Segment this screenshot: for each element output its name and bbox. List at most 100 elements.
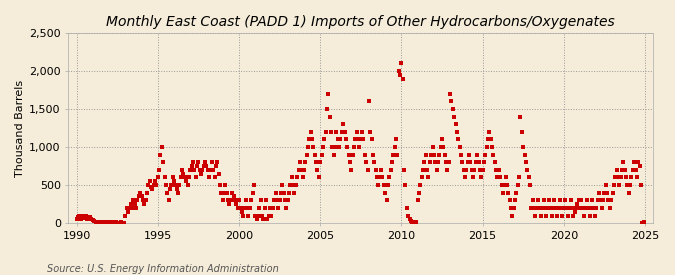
Point [219,191,230,195]
Point [153,175,163,180]
Point [639,220,649,225]
Point [554,198,565,202]
Point [286,175,297,180]
Point [418,168,429,172]
Point [293,168,304,172]
Point [325,130,336,134]
Point [347,152,358,157]
Point [71,217,82,221]
Point [327,145,338,149]
Point [184,175,194,180]
Point [550,206,561,210]
Point [335,137,346,142]
Point [301,152,312,157]
Point [308,145,319,149]
Point [581,198,592,202]
Point [176,175,186,180]
Point [512,183,523,187]
Point [612,175,623,180]
Point [101,219,112,224]
Point [343,152,354,157]
Point [597,198,608,202]
Point [492,175,503,180]
Point [269,198,279,202]
Point [520,160,531,164]
Point [416,175,427,180]
Point [355,137,366,142]
Point [487,145,497,149]
Point [368,152,379,157]
Point [557,213,568,218]
Point [396,61,407,65]
Point [235,206,246,210]
Point [74,213,84,218]
Point [87,218,98,222]
Point [466,168,477,172]
Point [97,221,108,225]
Point [404,217,415,221]
Point [279,198,290,202]
Point [306,137,317,142]
Point [400,183,411,187]
Point [271,198,282,202]
Point [236,210,247,214]
Point [211,164,221,168]
Point [587,198,597,202]
Point [147,187,158,191]
Point [163,198,174,202]
Point [530,213,541,218]
Point [445,92,456,96]
Point [305,130,316,134]
Point [601,191,612,195]
Point [472,152,483,157]
Point [426,152,437,157]
Point [346,168,356,172]
Point [294,160,305,164]
Point [252,213,263,218]
Point [547,206,558,210]
Point [506,206,516,210]
Point [497,191,508,195]
Point [561,206,572,210]
Point [131,206,142,210]
Point [421,152,431,157]
Point [111,220,122,225]
Point [99,221,109,225]
Point [572,202,583,206]
Point [589,213,600,218]
Point [231,202,242,206]
Point [166,183,177,187]
Point [515,114,526,119]
Point [297,175,308,180]
Point [273,206,284,210]
Point [574,206,585,210]
Point [266,213,277,218]
Point [151,183,162,187]
Point [240,198,251,202]
Point [367,137,377,142]
Point [177,168,188,172]
Point [92,221,103,225]
Point [96,220,107,225]
Point [230,198,240,202]
Point [611,168,622,172]
Point [430,160,441,164]
Point [119,221,130,225]
Point [288,183,298,187]
Point [443,160,454,164]
Point [616,168,627,172]
Point [328,152,339,157]
Point [503,191,514,195]
Point [352,137,363,142]
Point [452,130,462,134]
Point [72,215,83,219]
Point [316,152,327,157]
Point [481,145,492,149]
Point [339,130,350,134]
Point [342,145,352,149]
Point [423,175,434,180]
Point [208,168,219,172]
Point [453,137,464,142]
Point [344,160,355,164]
Point [607,191,618,195]
